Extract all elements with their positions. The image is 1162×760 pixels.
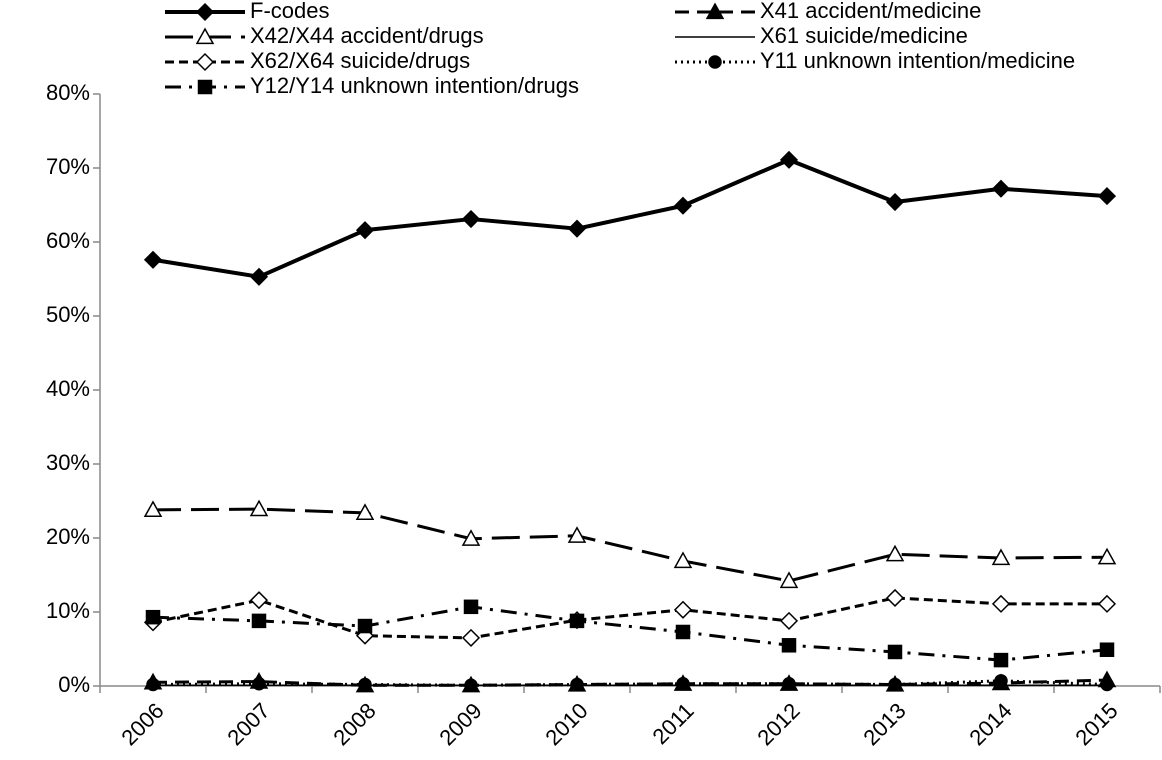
y-tick-label: 10%: [46, 598, 90, 623]
marker: [779, 571, 799, 589]
legend-label: X62/X64 suicide/drugs: [250, 48, 470, 73]
marker: [676, 677, 690, 691]
marker: [782, 677, 796, 691]
marker: [146, 677, 160, 692]
line: [152, 605, 1108, 662]
marker: [569, 613, 585, 629]
marker: [673, 551, 693, 569]
marker: [249, 499, 269, 517]
marker: [197, 79, 213, 95]
marker: [143, 250, 163, 269]
x-tick-label: 2010: [540, 698, 592, 750]
legend-label: X41 accident/medicine: [760, 0, 981, 23]
marker: [991, 548, 1011, 566]
marker: [567, 219, 587, 238]
marker: [673, 600, 693, 619]
marker: [991, 179, 1011, 198]
marker: [993, 652, 1009, 668]
y-tick-label: 30%: [46, 450, 90, 475]
y-tick-label: 80%: [46, 80, 90, 105]
x-tick-label: 2009: [434, 698, 486, 750]
y-tick-label: 60%: [46, 228, 90, 253]
y-tick-label: 0%: [58, 672, 90, 697]
marker: [888, 677, 902, 692]
marker: [705, 2, 725, 20]
marker: [779, 150, 799, 169]
marker: [570, 677, 584, 692]
marker: [461, 628, 481, 647]
marker: [994, 674, 1008, 688]
marker: [885, 544, 905, 562]
x-tick-label: 2013: [858, 698, 910, 750]
y-tick-label: 40%: [46, 376, 90, 401]
series: [143, 588, 1117, 647]
marker: [463, 599, 479, 615]
marker: [195, 52, 215, 72]
line: [152, 157, 1108, 279]
x-tick-label: 2014: [964, 698, 1016, 750]
marker: [1097, 187, 1117, 206]
marker: [779, 611, 799, 630]
marker: [357, 618, 373, 634]
marker: [143, 500, 163, 518]
line: [152, 507, 1108, 583]
marker: [1099, 642, 1115, 657]
marker: [1097, 547, 1117, 565]
marker: [991, 594, 1011, 613]
marker: [708, 55, 722, 69]
series: [143, 150, 1117, 286]
marker: [249, 267, 269, 286]
marker: [355, 503, 375, 520]
marker: [355, 221, 375, 240]
marker: [195, 27, 215, 45]
line: [152, 678, 1108, 687]
marker: [885, 192, 905, 212]
x-tick-label: 2006: [116, 698, 168, 750]
x-tick-label: 2015: [1070, 698, 1122, 750]
marker: [781, 638, 797, 653]
y-tick-label: 70%: [46, 154, 90, 179]
legend-label: Y12/Y14 unknown intention/drugs: [250, 73, 579, 98]
marker: [249, 591, 269, 610]
y-tick-label: 20%: [46, 524, 90, 549]
marker: [195, 2, 215, 22]
marker: [252, 677, 266, 691]
marker: [567, 526, 587, 543]
x-tick-label: 2011: [648, 698, 699, 749]
line: [152, 596, 1107, 640]
series: [146, 674, 1114, 693]
marker: [675, 624, 691, 640]
marker: [358, 677, 372, 692]
legend-label: Y11 unknown intention/medicine: [760, 48, 1075, 73]
marker: [1097, 594, 1117, 613]
x-tick-label: 2012: [752, 698, 804, 750]
legend-label: X61 suicide/medicine: [760, 23, 968, 48]
marker: [464, 678, 478, 693]
legend-label: F-codes: [250, 0, 329, 23]
marker: [145, 609, 161, 625]
legend-label: X42/X44 accident/drugs: [250, 23, 484, 48]
marker: [461, 529, 481, 546]
series: [145, 599, 1115, 668]
marker: [251, 613, 267, 629]
x-tick-label: 2007: [222, 698, 274, 750]
marker: [885, 588, 905, 608]
x-tick-label: 2008: [328, 698, 380, 750]
marker: [673, 196, 693, 215]
marker: [1100, 677, 1114, 692]
series: [143, 499, 1117, 589]
marker: [887, 644, 903, 660]
y-tick-label: 50%: [46, 302, 90, 327]
marker: [461, 209, 481, 229]
